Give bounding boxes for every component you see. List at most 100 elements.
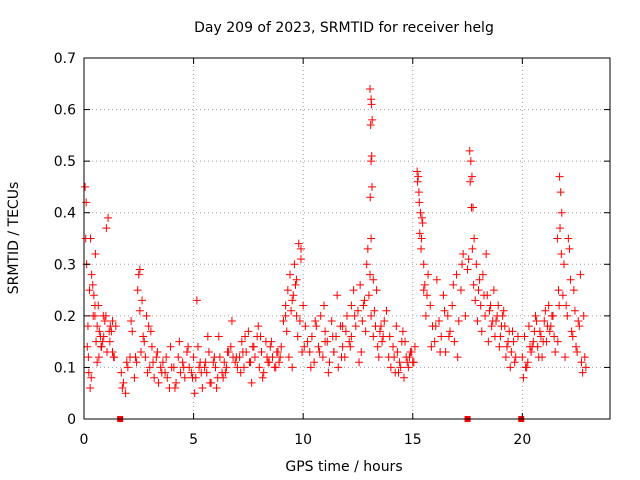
data-point [461, 311, 470, 320]
data-point [162, 353, 171, 362]
data-point [463, 265, 472, 274]
data-point [468, 244, 477, 253]
data-point [245, 358, 254, 367]
data-point [581, 363, 590, 372]
data-point [296, 255, 305, 264]
data-point [88, 280, 97, 289]
data-point [263, 353, 272, 362]
data-point [241, 332, 250, 341]
data-point [501, 353, 510, 362]
data-point [435, 317, 444, 326]
data-point [353, 306, 362, 315]
data-point [529, 337, 538, 346]
data-point [135, 306, 144, 315]
data-point [366, 193, 375, 202]
data-point [578, 368, 587, 377]
data-point [446, 327, 455, 336]
data-point [94, 353, 103, 362]
data-point [290, 260, 299, 269]
data-point [318, 353, 327, 362]
data-point [132, 358, 141, 367]
data-point [366, 270, 375, 279]
data-point [530, 327, 539, 336]
data-point [550, 332, 559, 341]
data-point [472, 260, 481, 269]
data-point [393, 347, 402, 356]
data-point [367, 311, 376, 320]
y-tick-label: 0.4 [54, 206, 76, 222]
data-point [257, 347, 266, 356]
data-point [123, 363, 132, 372]
data-point [222, 363, 231, 372]
data-point [392, 322, 401, 331]
data-point [551, 347, 560, 356]
data-point [258, 373, 267, 382]
data-point [250, 353, 259, 362]
data-point [338, 322, 347, 331]
data-point [576, 270, 585, 279]
data-point [277, 342, 286, 351]
data-point [170, 384, 179, 393]
data-point [247, 378, 256, 387]
data-point [321, 327, 330, 336]
y-tick-label: 0.3 [54, 257, 76, 273]
data-point [282, 327, 291, 336]
data-point [324, 368, 333, 377]
data-point [556, 188, 565, 197]
data-point [507, 347, 516, 356]
data-point [490, 332, 499, 341]
y-tick-label: 0.1 [54, 360, 76, 376]
data-point [294, 239, 303, 248]
data-point [580, 353, 589, 362]
data-point [180, 373, 189, 382]
data-point [562, 301, 571, 310]
data-point [172, 378, 181, 387]
data-point [464, 255, 473, 264]
data-point [488, 317, 497, 326]
data-point [566, 275, 575, 284]
data-point [389, 342, 398, 351]
data-point [343, 311, 351, 320]
data-point [443, 311, 452, 320]
data-point [147, 342, 156, 351]
data-point [152, 353, 161, 362]
data-point [276, 353, 285, 362]
data-point [545, 327, 554, 336]
data-point [188, 373, 197, 382]
data-point [469, 280, 478, 289]
data-point [452, 270, 461, 279]
data-point [221, 368, 230, 377]
data-point [106, 322, 115, 331]
data-point [289, 291, 298, 300]
data-point [385, 332, 394, 341]
data-point [283, 286, 292, 295]
data-point [553, 337, 562, 346]
data-point [369, 275, 378, 284]
data-point [103, 347, 112, 356]
data-point [360, 296, 369, 305]
data-point [316, 311, 325, 320]
y-axis-title: SRMTID / TECUs [6, 182, 22, 295]
data-point [346, 342, 355, 351]
data-point [534, 353, 543, 362]
data-point [417, 244, 426, 253]
data-point [456, 286, 465, 295]
data-point [574, 317, 583, 326]
data-point [311, 317, 320, 326]
data-point [329, 347, 338, 356]
data-point [337, 353, 346, 362]
data-point [367, 151, 376, 160]
data-point [117, 368, 126, 377]
data-point [417, 234, 426, 243]
data-point [453, 353, 462, 362]
data-point [214, 332, 223, 341]
data-point [281, 311, 290, 320]
data-point [454, 317, 463, 326]
data-point [355, 358, 364, 367]
data-point [520, 332, 529, 341]
data-point [203, 332, 212, 341]
data-point [476, 301, 485, 310]
data-point [364, 291, 373, 300]
data-point [416, 208, 425, 217]
data-point [91, 249, 100, 258]
